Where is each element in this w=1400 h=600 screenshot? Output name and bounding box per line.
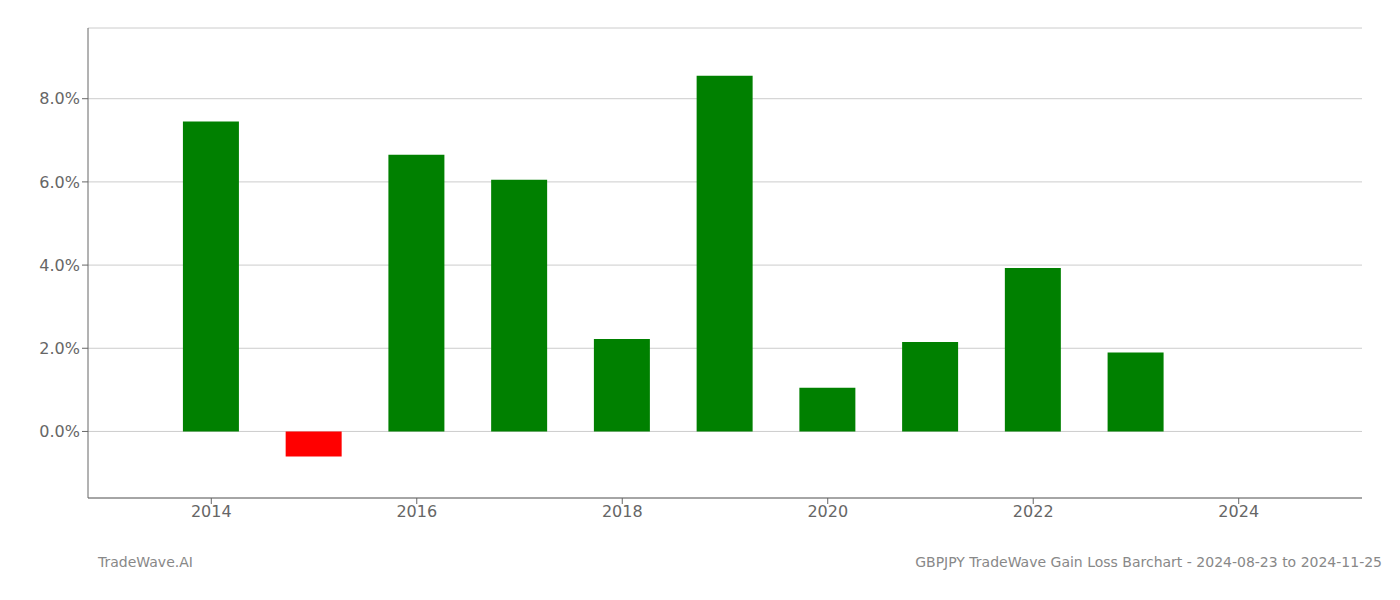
svg-text:2018: 2018 [602,502,643,521]
svg-text:2016: 2016 [396,502,437,521]
svg-text:4.0%: 4.0% [39,256,80,275]
svg-text:0.0%: 0.0% [39,422,80,441]
svg-text:8.0%: 8.0% [39,89,80,108]
html-text:TradeWave.AI: TradeWave.AI [98,554,193,570]
svg-text:2024: 2024 [1218,502,1259,521]
svg-text:2.0%: 2.0% [39,339,80,358]
svg-text:2022: 2022 [1013,502,1054,521]
svg-text:2020: 2020 [807,502,848,521]
svg-text:6.0%: 6.0% [39,173,80,192]
html-text:GBPJPY TradeWave Gain Loss Bar: GBPJPY TradeWave Gain Loss Barchart - 20… [915,554,1382,570]
svg-text:2014: 2014 [191,502,232,521]
